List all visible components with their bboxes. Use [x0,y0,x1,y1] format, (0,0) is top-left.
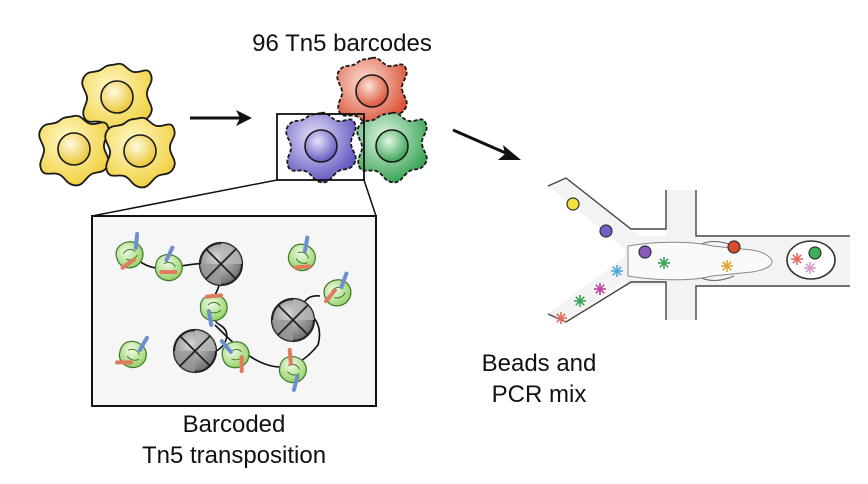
zoom-line [91,179,278,217]
cell-icon [336,56,408,129]
transposition-zoom-box [91,215,377,407]
barcodes-title: 96 Tn5 barcodes [252,30,432,57]
bead-icon [566,197,580,211]
arrow-icon [452,128,521,160]
bead-icon [727,240,741,254]
cell-icon [81,62,153,135]
zoom-line [363,179,377,217]
beads-label-line1: Beads and [481,350,597,377]
transposition-label-line1: Barcoded [182,411,286,438]
cell-icon [38,114,110,187]
transposition-label-line2: Tn5 transposition [141,442,327,469]
cell-icon [104,116,176,189]
microfluidic-channel-icon [547,177,850,323]
droplet [786,240,836,280]
cell-icon [356,111,428,184]
bead-icon [638,245,652,259]
nucleosome-icon [270,297,316,343]
nucleosome-icon [198,241,244,287]
cell-icon [285,111,357,184]
bead-icon [599,224,613,238]
bead-icon [808,246,822,260]
zoom-selection-box [276,113,365,181]
arrow-icon [190,110,252,126]
nucleosome-icon [172,328,218,374]
beads-label-line2: PCR mix [491,381,587,408]
